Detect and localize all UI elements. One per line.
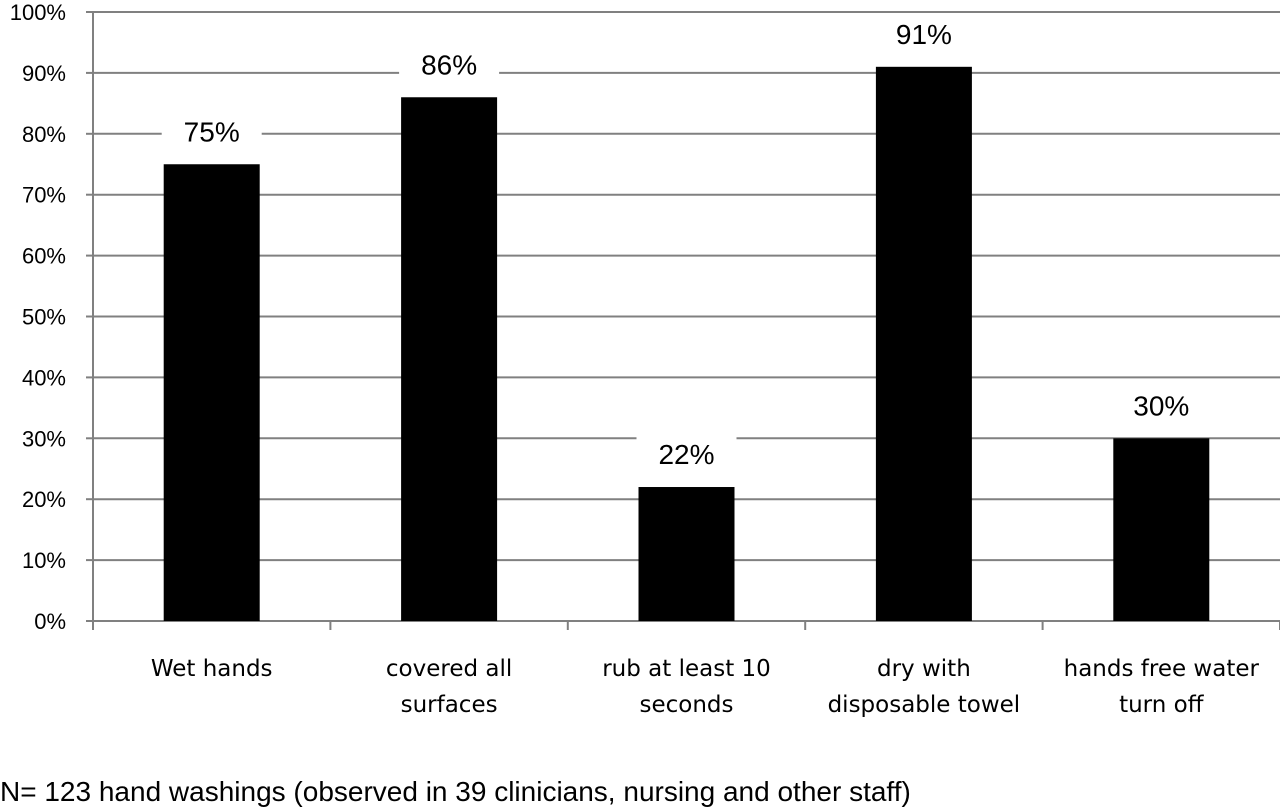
category-label: seconds: [639, 692, 733, 718]
y-tick-label: 30%: [22, 426, 66, 451]
category-label: Wet hands: [151, 656, 273, 682]
bar: [1113, 438, 1210, 621]
data-label: 91%: [896, 19, 952, 50]
data-label-background: [161, 113, 262, 150]
data-label-background: [1111, 387, 1212, 424]
category-label: hands free water: [1064, 656, 1260, 682]
bar: [401, 97, 498, 621]
data-label-background: [636, 436, 737, 473]
category-label: disposable towel: [828, 692, 1021, 718]
category-label: rub at least 10: [602, 656, 771, 682]
y-tick-label: 20%: [22, 487, 66, 512]
data-label: 30%: [1133, 390, 1189, 421]
y-tick-label: 10%: [22, 548, 66, 573]
y-tick-label: 70%: [22, 183, 66, 208]
footnote: N= 123 hand washings (observed in 39 cli…: [0, 776, 911, 807]
data-label: 86%: [421, 49, 477, 80]
y-tick-label: 100%: [10, 0, 66, 25]
y-tick-label: 90%: [22, 61, 66, 86]
category-label: surfaces: [401, 692, 498, 718]
bar: [875, 66, 972, 621]
y-tick-label: 0%: [34, 609, 66, 634]
data-label-background: [873, 15, 974, 52]
data-label: 22%: [658, 439, 714, 470]
bar: [163, 164, 260, 621]
data-label-background: [399, 46, 500, 83]
y-tick-label: 60%: [22, 244, 66, 269]
category-label: dry with: [877, 656, 971, 682]
y-tick-label: 50%: [22, 305, 66, 330]
category-label: turn off: [1119, 692, 1205, 718]
data-label: 75%: [184, 116, 240, 147]
category-label: covered all: [386, 656, 512, 682]
bar: [638, 487, 735, 621]
bar-chart: 0% 10% 20% 30% 40% 50% 60% 70% 80% 90% 100% 75% Wet …: [10, 0, 1280, 718]
y-tick-label: 40%: [22, 365, 66, 390]
y-tick-label: 80%: [22, 122, 66, 147]
